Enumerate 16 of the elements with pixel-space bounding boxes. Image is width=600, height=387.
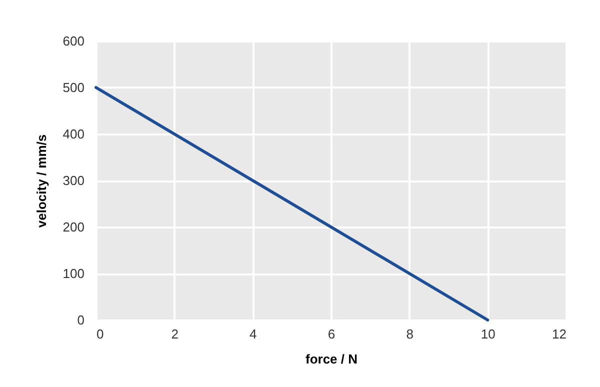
x-tick-label: 2 [171, 326, 178, 342]
x-tick-label: 12 [552, 326, 566, 342]
y-tick-label: 400 [62, 126, 84, 142]
x-tick-label: 8 [406, 326, 414, 342]
y-tick-label: 100 [62, 266, 84, 281]
y-tick-label: 500 [62, 80, 84, 95]
y-tick-label: 600 [62, 34, 84, 48]
y-tick-label: 300 [62, 173, 84, 188]
y-tick-label: 0 [77, 312, 84, 328]
x-tick-label: 6 [328, 326, 336, 342]
y-axis-title: velocity / mm/s [34, 134, 49, 228]
x-axis-title: force / N [305, 352, 358, 366]
y-tick-label: 200 [62, 220, 84, 234]
x-tick-label: 4 [250, 326, 257, 342]
x-tick-label: 10 [480, 326, 496, 342]
x-tick-label: 0 [96, 326, 104, 342]
